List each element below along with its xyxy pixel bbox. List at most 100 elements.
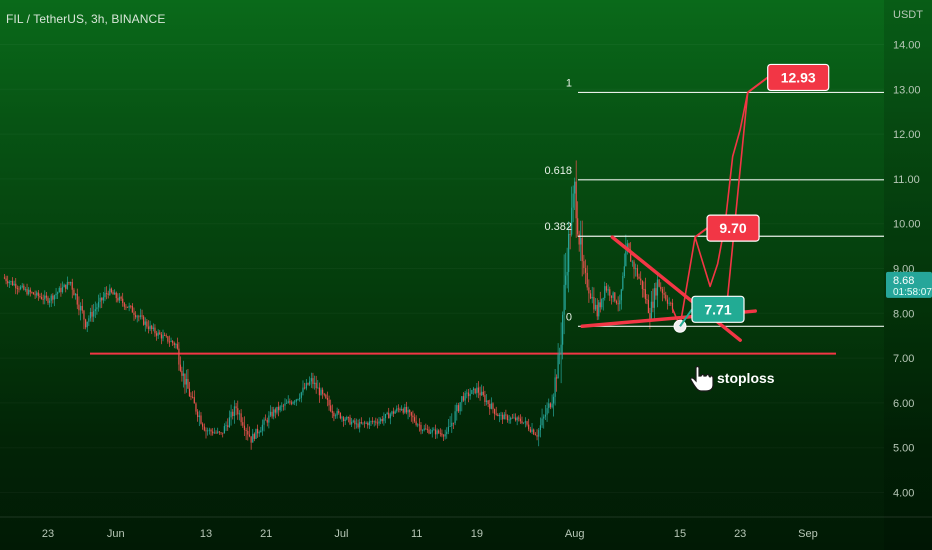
candle-body — [266, 420, 268, 423]
candle-body — [484, 395, 486, 402]
candle-body — [203, 426, 205, 431]
y-tick-label: 8.00 — [893, 308, 914, 320]
candle-body — [96, 307, 98, 310]
candle-body — [307, 383, 309, 385]
candle-body — [328, 399, 330, 406]
x-tick-label: 15 — [674, 528, 686, 540]
candle-body — [136, 316, 138, 318]
callout-box[interactable] — [706, 214, 760, 242]
candle-body — [290, 402, 293, 404]
candle-body — [49, 300, 51, 303]
candle-body — [165, 335, 167, 337]
callout-label: 12.93 — [781, 69, 816, 85]
candle-body — [220, 432, 222, 434]
candle-body — [593, 296, 595, 310]
candle-body — [302, 387, 304, 393]
candle-body — [31, 292, 33, 293]
candle-body — [628, 243, 630, 252]
candle-body — [52, 295, 54, 300]
callout-box[interactable] — [767, 63, 830, 92]
candle-body — [207, 430, 209, 432]
candle-body — [401, 409, 403, 411]
candle-body — [299, 397, 301, 400]
candle-body — [269, 411, 272, 416]
candle-body — [528, 424, 530, 430]
candle-body — [653, 288, 656, 308]
candle-body — [11, 281, 14, 286]
callout-box[interactable] — [691, 295, 745, 323]
candle-body — [284, 403, 286, 406]
callout-pointer — [747, 76, 769, 94]
candle-body — [447, 426, 450, 432]
candle-body — [373, 421, 375, 423]
candle-body — [601, 298, 603, 308]
callouts: 12.93 9.70 7.71 stoploss — [679, 63, 830, 392]
candle-body — [336, 411, 338, 416]
candle-body — [223, 426, 225, 434]
candle-body — [255, 428, 257, 439]
candle-body — [518, 417, 520, 419]
candle-body — [312, 378, 314, 385]
candle-body — [23, 285, 25, 290]
candle-body — [397, 408, 399, 410]
candle-body — [36, 292, 38, 296]
candle-body — [371, 421, 374, 423]
candle-body — [503, 414, 505, 420]
candle-body — [485, 400, 488, 402]
candle-body — [294, 401, 296, 403]
x-tick-label: 19 — [471, 528, 483, 540]
candle-body — [237, 408, 239, 415]
candle-body — [581, 238, 583, 262]
candle-body — [565, 275, 567, 285]
candle-body — [544, 414, 547, 417]
candle-body — [217, 431, 219, 433]
candle-body — [546, 408, 548, 415]
candle-body — [539, 425, 541, 431]
candle-body — [599, 302, 601, 308]
candle-body — [591, 296, 593, 299]
candle-body — [418, 424, 420, 426]
candle-body — [147, 326, 150, 330]
trendline[interactable] — [610, 235, 742, 342]
candle-body — [571, 207, 573, 235]
candle-body — [431, 429, 433, 433]
candle-body — [436, 430, 438, 435]
candle-body — [341, 417, 343, 419]
candle-body — [198, 415, 200, 418]
candle-body — [260, 430, 262, 433]
candle-body — [441, 433, 443, 436]
candle-body — [122, 298, 124, 304]
candle-body — [359, 422, 361, 428]
candle-body — [188, 388, 191, 397]
y-tick-label: 12.00 — [893, 129, 921, 141]
fib-level-label: 0 — [566, 311, 572, 323]
candle-body — [164, 335, 166, 337]
candle-body — [222, 432, 224, 434]
projection-leg[interactable] — [724, 92, 749, 323]
candle-body — [497, 414, 499, 417]
candle-body — [88, 318, 90, 322]
candle-body — [635, 268, 637, 270]
candle-body — [218, 431, 220, 433]
candle-body — [666, 299, 669, 304]
candle-body — [466, 392, 468, 394]
candle-body — [388, 412, 390, 419]
candle-body — [355, 423, 358, 425]
candle-body — [342, 417, 345, 422]
candle-body — [513, 417, 515, 419]
candle-body — [344, 419, 346, 422]
candle-body — [57, 292, 59, 294]
candle-body — [16, 288, 18, 290]
candle-body — [481, 391, 483, 396]
candle-body — [7, 281, 9, 284]
candle-body — [461, 396, 463, 403]
candle-body — [586, 272, 588, 288]
projection-path[interactable] — [671, 92, 749, 328]
candle-body — [339, 412, 341, 419]
candle-body — [233, 406, 236, 417]
candle-body — [128, 305, 130, 308]
candle-body — [230, 411, 232, 418]
candle-body — [238, 413, 241, 415]
